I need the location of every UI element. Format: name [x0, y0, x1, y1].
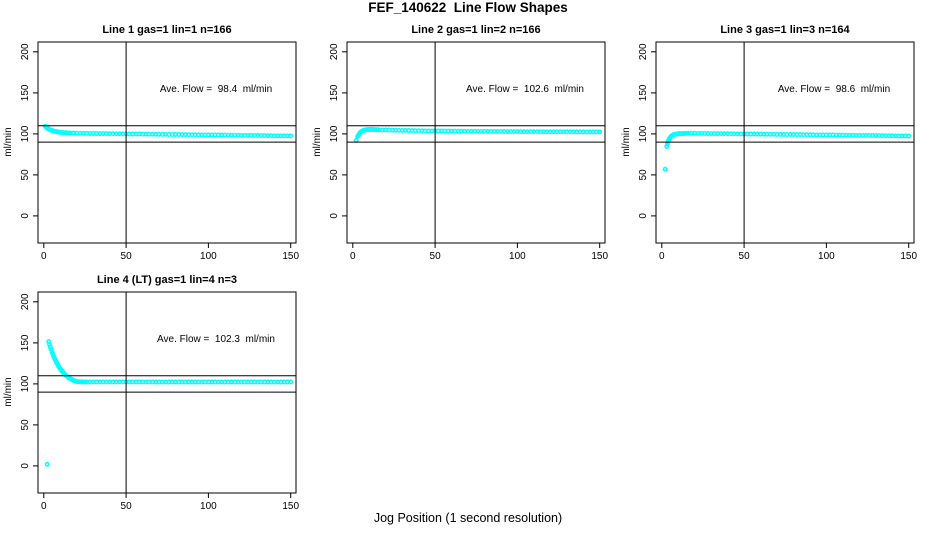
svg-text:200: 200 — [329, 43, 340, 60]
svg-text:150: 150 — [329, 84, 340, 101]
panel-2-title: Line 2 gas=1 lin=2 n=166 — [411, 24, 541, 36]
panel-1-ave-flow-label: Ave. Flow = 98.4 ml/min — [159, 84, 273, 95]
panel-1-title: Line 1 gas=1 lin=1 n=166 — [102, 24, 232, 36]
svg-text:0: 0 — [329, 213, 340, 219]
svg-text:150: 150 — [20, 84, 31, 101]
main-title: FEF_140622 Line Flow Shapes — [368, 0, 568, 15]
svg-text:100: 100 — [200, 501, 217, 512]
panel-3-ave-flow-label: Ave. Flow = 98.6 ml/min — [777, 84, 891, 95]
svg-text:200: 200 — [20, 293, 31, 310]
svg-text:0: 0 — [659, 251, 665, 262]
figure-x-axis-label: Jog Position (1 second resolution) — [373, 511, 563, 525]
svg-text:150: 150 — [282, 251, 299, 262]
panel-3-title: Line 3 gas=1 lin=3 n=164 — [720, 24, 850, 36]
svg-text:50: 50 — [329, 169, 340, 181]
svg-text:50: 50 — [20, 169, 31, 181]
svg-text:50: 50 — [121, 501, 133, 512]
svg-text:200: 200 — [20, 43, 31, 60]
panel-2-y-axis-label: ml/min — [312, 127, 323, 157]
svg-text:0: 0 — [638, 213, 649, 219]
svg-text:200: 200 — [638, 43, 649, 60]
svg-text:0: 0 — [20, 463, 31, 469]
svg-text:100: 100 — [818, 251, 835, 262]
panel-1-y-axis-label: ml/min — [3, 127, 14, 157]
svg-text:100: 100 — [638, 125, 649, 142]
panel-4-plot: 0 50 100 150 0 50 100 150 200 — [20, 291, 299, 512]
svg-text:50: 50 — [430, 251, 442, 262]
svg-text:150: 150 — [282, 501, 299, 512]
svg-text:0: 0 — [41, 501, 47, 512]
panel-1-plot: 0 50 100 150 0 50 100 150 200 — [20, 41, 299, 262]
svg-text:100: 100 — [200, 251, 217, 262]
svg-text:150: 150 — [900, 251, 917, 262]
svg-text:0: 0 — [41, 251, 47, 262]
svg-text:50: 50 — [20, 419, 31, 431]
svg-text:50: 50 — [638, 169, 649, 181]
svg-text:150: 150 — [591, 251, 608, 262]
svg-text:100: 100 — [509, 251, 526, 262]
svg-text:150: 150 — [638, 84, 649, 101]
svg-text:0: 0 — [20, 213, 31, 219]
svg-text:0: 0 — [350, 251, 356, 262]
svg-text:100: 100 — [20, 125, 31, 142]
panel-4-y-axis-label: ml/min — [3, 377, 14, 407]
svg-text:100: 100 — [329, 125, 340, 142]
panel-2-plot: 0 50 100 150 0 50 100 150 200 — [329, 41, 608, 262]
svg-text:100: 100 — [20, 375, 31, 392]
svg-text:50: 50 — [121, 251, 133, 262]
panel-3-y-axis-label: ml/min — [621, 127, 632, 157]
panel-2-ave-flow-label: Ave. Flow = 102.6 ml/min — [466, 84, 584, 95]
panel-4-ave-flow-label: Ave. Flow = 102.3 ml/min — [157, 334, 275, 345]
svg-text:50: 50 — [739, 251, 751, 262]
svg-text:150: 150 — [20, 334, 31, 351]
panel-3-plot: 0 50 100 150 0 50 100 150 200 — [638, 41, 917, 262]
panel-4-title: Line 4 (LT) gas=1 lin=4 n=3 — [96, 274, 238, 286]
